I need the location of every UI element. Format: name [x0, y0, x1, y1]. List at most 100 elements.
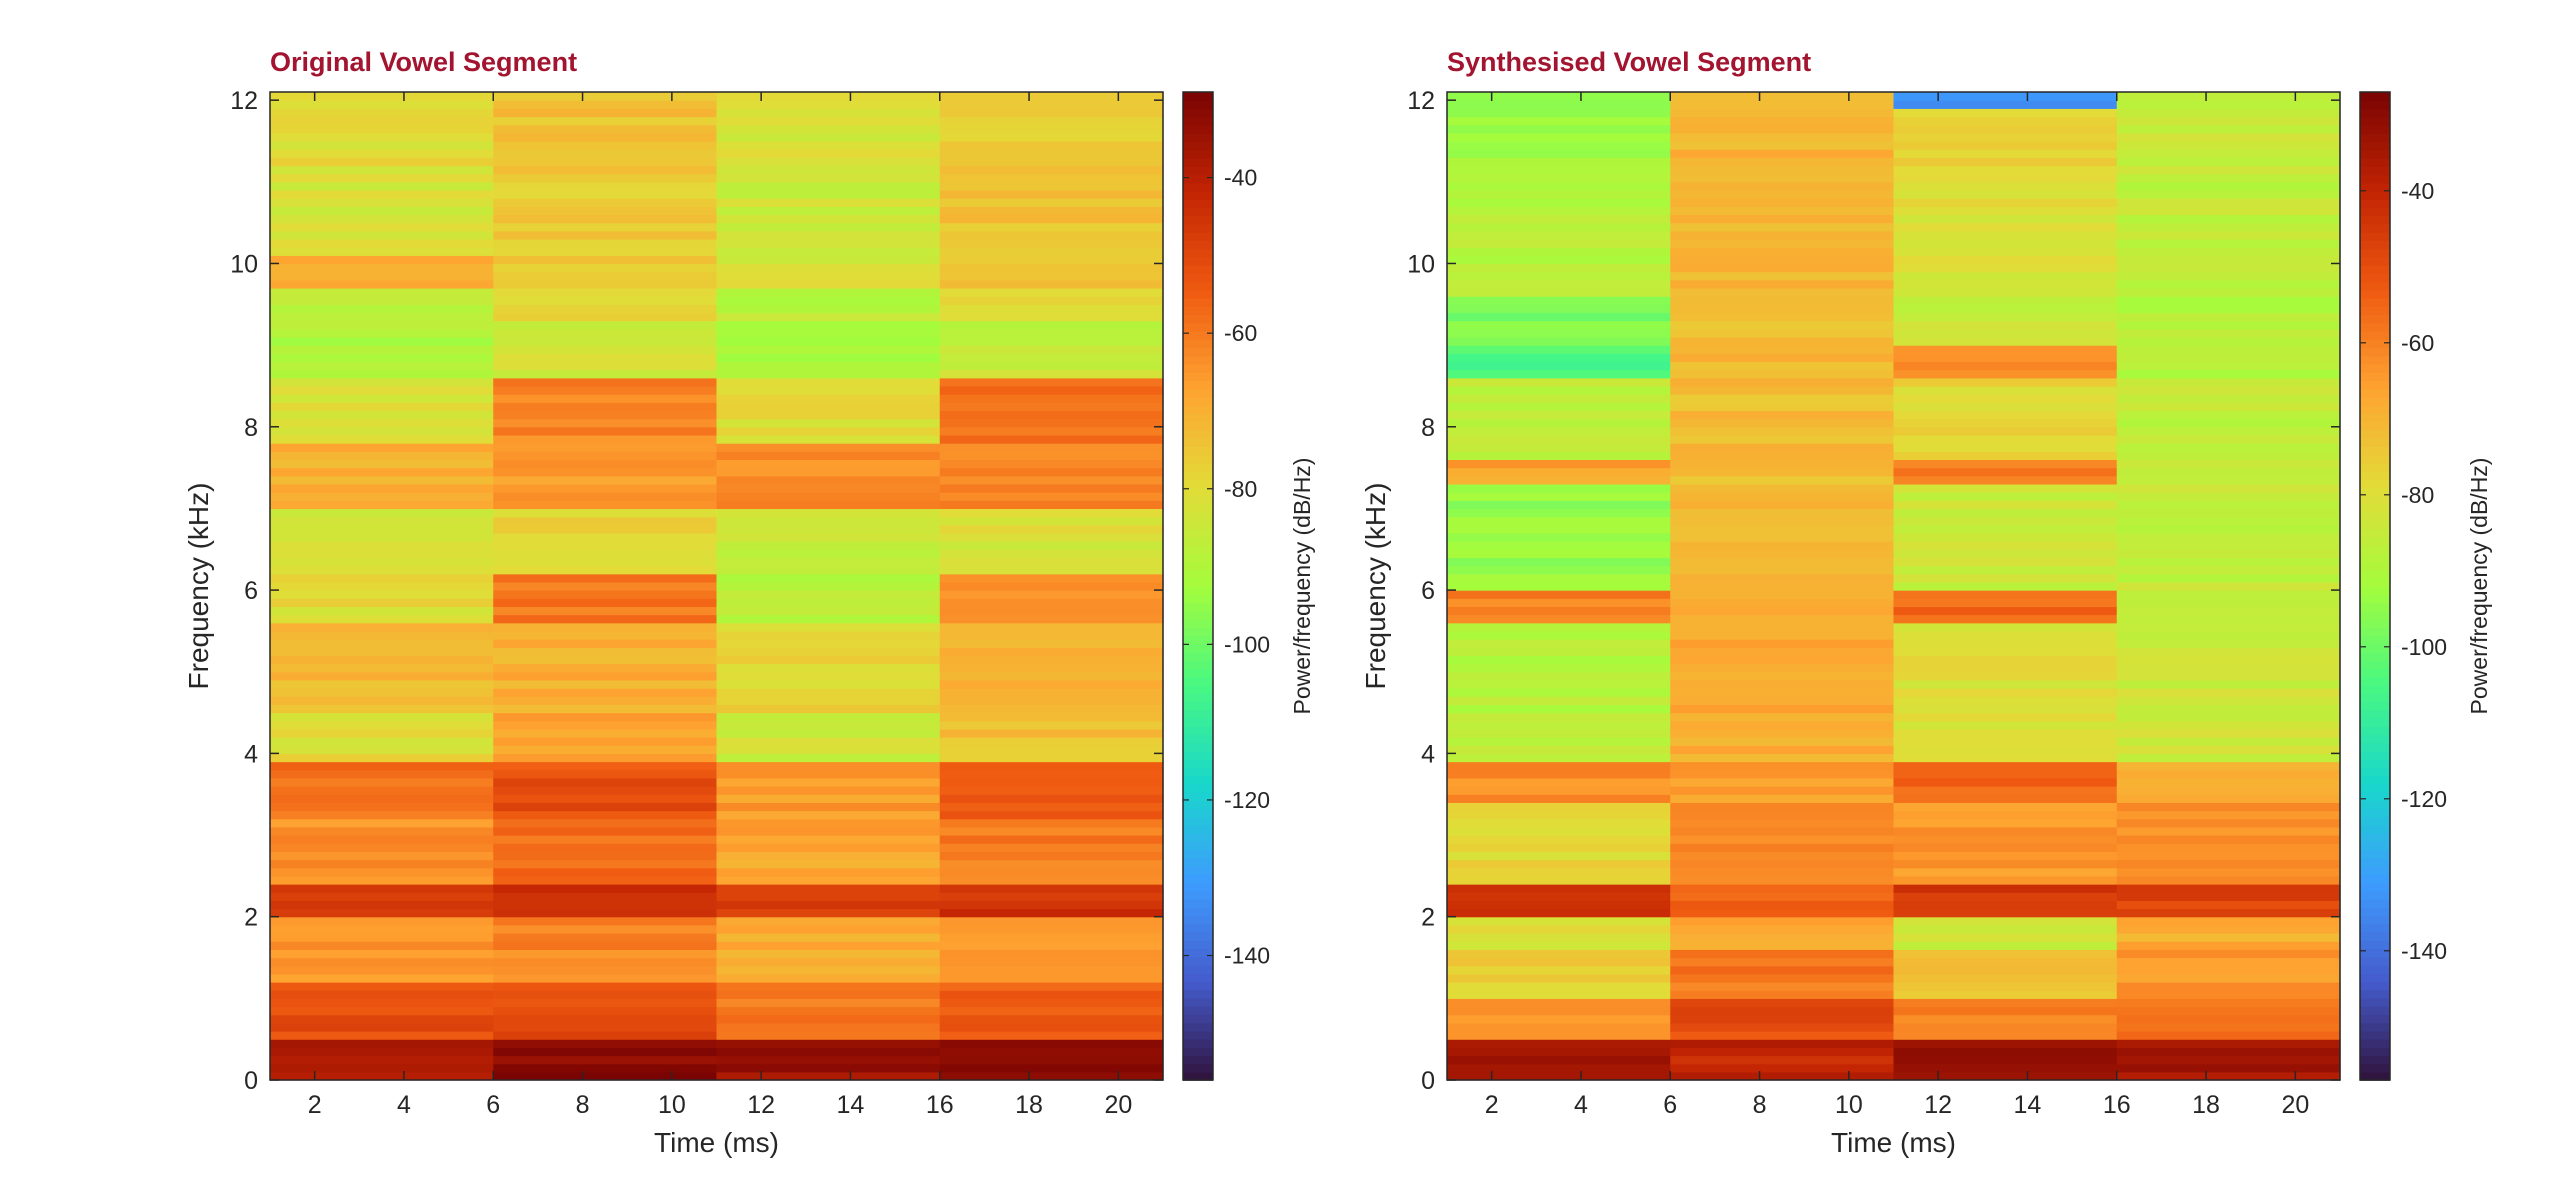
- colorbar-segment: [2360, 248, 2390, 258]
- heatmap-cell: [270, 353, 494, 363]
- heatmap-cell: [1893, 1039, 2118, 1048]
- colorbar-tick-label: -40: [2401, 178, 2434, 204]
- heatmap-cell: [1893, 573, 2118, 583]
- colorbar-segment: [1183, 223, 1213, 233]
- heatmap-cell: [1447, 222, 1671, 232]
- heatmap-cell: [939, 181, 1164, 191]
- heatmap-cell: [1670, 426, 1895, 436]
- heatmap-cell: [493, 843, 718, 852]
- heatmap-cell: [2116, 516, 2341, 526]
- heatmap-cell: [716, 328, 941, 338]
- heatmap-cell: [939, 965, 1164, 975]
- heatmap-cell: [716, 557, 941, 567]
- colorbar-segment: [1183, 470, 1213, 480]
- heatmap-cell: [1893, 965, 2118, 975]
- heatmap-cell: [939, 304, 1164, 314]
- heatmap-cell: [939, 541, 1164, 550]
- heatmap-cell: [716, 606, 941, 616]
- colorbar-segment: [2360, 536, 2390, 546]
- heatmap-cell: [1893, 679, 2118, 689]
- heatmap-cell: [2116, 1055, 2341, 1065]
- colorbar-segment: [2360, 1055, 2390, 1065]
- heatmap-cell: [1447, 614, 1671, 624]
- colorbar-segment: [2360, 931, 2390, 941]
- heatmap-cell: [2116, 998, 2341, 1008]
- heatmap-cell: [716, 279, 941, 289]
- heatmap-cell: [2116, 492, 2341, 501]
- heatmap-cell: [270, 238, 494, 248]
- heatmap-cell: [1447, 973, 1671, 983]
- heatmap-cell: [1447, 761, 1671, 771]
- heatmap-cell: [493, 622, 718, 632]
- heatmap-cell: [493, 271, 718, 281]
- heatmap-cell: [493, 818, 718, 828]
- heatmap-cell: [939, 492, 1164, 501]
- heatmap-cell: [1670, 777, 1895, 787]
- colorbar-segment: [2360, 791, 2390, 801]
- heatmap-cell: [1447, 304, 1671, 314]
- heatmap-cell: [1670, 949, 1895, 959]
- colorbar-segment: [1183, 635, 1213, 645]
- heatmap-cell: [939, 1031, 1164, 1040]
- colorbar-label: Power/frequency (dB/Hz): [2466, 458, 2492, 715]
- heatmap-cell: [716, 737, 941, 746]
- heatmap-cell: [1670, 688, 1895, 697]
- heatmap-cell: [939, 1014, 1164, 1024]
- heatmap-cell: [1447, 777, 1671, 787]
- heatmap-cell: [939, 532, 1164, 542]
- heatmap-cell: [2116, 590, 2341, 599]
- colorbar-tick-label: -100: [2401, 634, 2447, 660]
- heatmap-cell: [2116, 598, 2341, 608]
- heatmap-cell: [1670, 459, 1895, 469]
- heatmap-cell: [493, 418, 718, 428]
- heatmap-cell: [270, 320, 494, 330]
- heatmap-cell: [1447, 818, 1671, 828]
- heatmap-cell: [270, 655, 494, 665]
- colorbar-segment: [2360, 454, 2390, 464]
- heatmap-cell: [716, 369, 941, 379]
- heatmap-cell: [493, 1063, 718, 1073]
- heatmap-cell: [716, 590, 941, 599]
- colorbar-segment: [2360, 783, 2390, 793]
- colorbar-segment: [2360, 890, 2390, 900]
- chart-title: Original Vowel Segment: [270, 47, 577, 77]
- colorbar-segment: [2360, 1063, 2390, 1073]
- heatmap-cell: [1893, 320, 2118, 330]
- heatmap-cell: [716, 402, 941, 412]
- heatmap-cell: [2116, 704, 2341, 714]
- heatmap-cell: [939, 402, 1164, 412]
- heatmap-cell: [1893, 614, 2118, 624]
- heatmap-cell: [270, 769, 494, 779]
- heatmap-cell: [270, 492, 494, 501]
- heatmap-cell: [1447, 1071, 1671, 1081]
- heatmap-cell: [1893, 92, 2118, 101]
- colorbar-segment: [1183, 1022, 1213, 1032]
- heatmap-cell: [270, 475, 494, 485]
- heatmap-cell: [2116, 1071, 2341, 1081]
- heatmap-cell: [1447, 238, 1671, 248]
- heatmap-cell: [716, 1047, 941, 1057]
- heatmap-cell: [2116, 532, 2341, 542]
- heatmap-cell: [1893, 867, 2118, 877]
- heatmap-cells: [270, 92, 1164, 1081]
- colorbar-segment: [2360, 1038, 2390, 1048]
- colorbar-segment: [1183, 1063, 1213, 1073]
- heatmap-cell: [1893, 769, 2118, 779]
- heatmap-cell: [716, 198, 941, 207]
- heatmap-cell: [716, 336, 941, 346]
- colorbar-segment: [1183, 610, 1213, 620]
- heatmap-cell: [939, 696, 1164, 705]
- heatmap-cell: [1670, 924, 1895, 934]
- heatmap-cell: [716, 769, 941, 779]
- heatmap-cell: [1447, 361, 1671, 371]
- heatmap-cell: [1670, 753, 1895, 763]
- heatmap-cell: [493, 312, 718, 322]
- colorbar-segment: [1183, 693, 1213, 703]
- heatmap-cell: [716, 475, 941, 485]
- colorbar-segment: [1183, 890, 1213, 900]
- heatmap-cell: [1893, 728, 2118, 738]
- heatmap-cell: [1447, 892, 1671, 901]
- heatmap-cell: [939, 843, 1164, 852]
- heatmap-cell: [1670, 1022, 1895, 1032]
- heatmap-cell: [716, 671, 941, 681]
